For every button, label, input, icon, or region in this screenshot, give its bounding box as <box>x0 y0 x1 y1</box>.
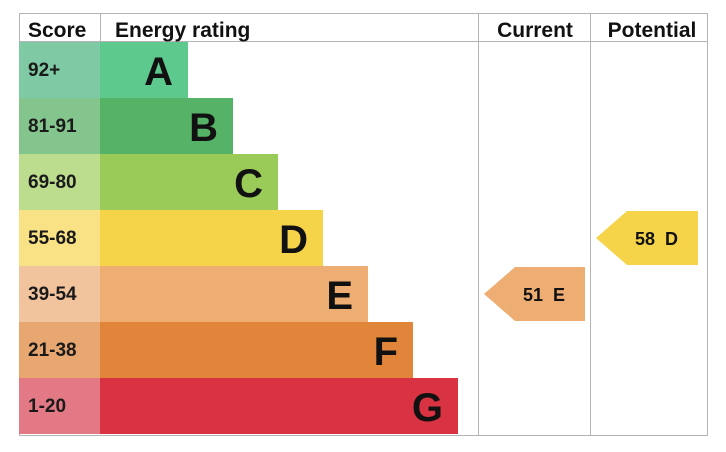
score-range-f: 21-38 <box>28 340 77 361</box>
score-cell-b <box>19 98 100 154</box>
rating-letter-a: A <box>144 50 173 94</box>
rating-letter-b: B <box>189 106 218 150</box>
score-cell-e <box>19 266 100 322</box>
band-b: 81-91 B <box>19 98 233 154</box>
rating-letter-c: C <box>234 162 263 206</box>
score-cell-g <box>19 378 100 434</box>
band-c: 69-80 C <box>19 154 278 210</box>
current-header: Current <box>497 19 573 42</box>
band-f: 21-38 F <box>19 322 413 378</box>
score-range-a: 92+ <box>28 60 60 81</box>
potential-rating-arrow: 58 D <box>596 211 698 265</box>
rating-bands: 92+ A 81-91 B 69-80 C 55-68 D 39-54 E 21-38 F 1-20 G <box>19 42 458 434</box>
energy-rating-header: Energy rating <box>115 19 250 42</box>
rating-letter-d: D <box>279 218 308 262</box>
score-range-d: 55-68 <box>28 228 77 249</box>
score-cell-f <box>19 322 100 378</box>
score-header: Score <box>28 19 86 42</box>
rating-letter-e: E <box>326 274 353 318</box>
band-g: 1-20 G <box>19 378 458 434</box>
potential-arrow-shape <box>596 211 698 265</box>
score-range-b: 81-91 <box>28 116 77 137</box>
score-range-e: 39-54 <box>28 284 77 305</box>
band-e: 39-54 E <box>19 266 368 322</box>
rating-indicators: 51 E 58 D <box>484 211 698 321</box>
score-range-g: 1-20 <box>28 396 66 417</box>
current-rating-arrow: 51 E <box>484 267 585 321</box>
score-cell-c <box>19 154 100 210</box>
rating-bar-f <box>100 322 413 378</box>
current-rating-label: 51 E <box>523 285 565 305</box>
score-cell-d <box>19 210 100 266</box>
band-d: 55-68 D <box>19 210 323 266</box>
rating-bar-c <box>100 154 278 210</box>
current-arrow-shape <box>484 267 585 321</box>
rating-letter-f: F <box>374 330 398 374</box>
band-a: 92+ A <box>19 42 188 98</box>
potential-rating-label: 58 D <box>635 229 678 249</box>
score-range-c: 69-80 <box>28 172 77 193</box>
header-row: Score Energy rating Current Potential <box>28 19 696 42</box>
score-cell-a <box>19 42 100 98</box>
rating-bar-a <box>100 42 188 98</box>
rating-bar-d <box>100 210 323 266</box>
rating-letter-g: G <box>412 386 443 430</box>
rating-bar-e <box>100 266 368 322</box>
rating-bar-g <box>100 378 458 434</box>
rating-bar-b <box>100 98 233 154</box>
potential-header: Potential <box>608 19 697 42</box>
